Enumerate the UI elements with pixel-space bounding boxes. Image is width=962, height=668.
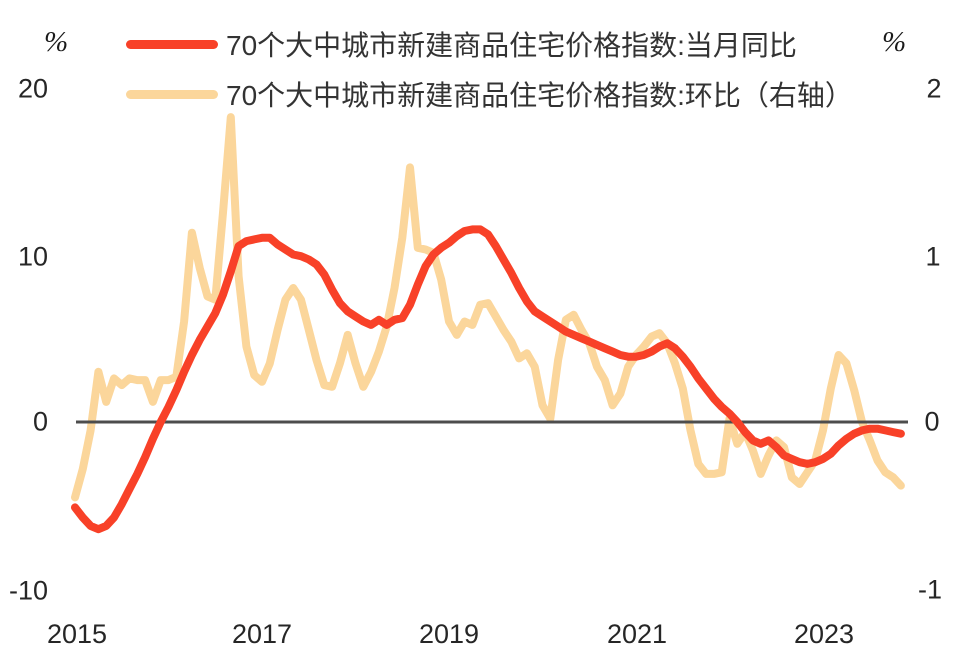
- mom-line-swatch-icon: [126, 89, 218, 99]
- left-tick-20: 20: [17, 73, 48, 104]
- right-tick-2: 2: [926, 73, 942, 104]
- right-axis-unit-label: %: [882, 26, 907, 58]
- legend-label-yoy: 70个大中城市新建商品住宅价格指数:当月同比: [226, 30, 797, 61]
- x-tick-2017: 2017: [231, 619, 293, 649]
- yoy-line-swatch-icon: [126, 39, 218, 49]
- left-tick-0: 0: [32, 406, 48, 437]
- left-axis-unit-label: %: [44, 26, 69, 58]
- mom-series-line: [71, 113, 905, 502]
- right-tick-neg1: -1: [917, 574, 943, 605]
- x-tick-2023: 2023: [793, 619, 855, 649]
- right-tick-0: 0: [924, 406, 940, 437]
- x-tick-2015: 2015: [46, 619, 108, 649]
- left-tick-10: 10: [17, 241, 48, 272]
- legend-label-mom: 70个大中城市新建商品住宅价格指数:环比（右轴）: [226, 80, 853, 111]
- yoy-series-line: [71, 225, 905, 534]
- right-tick-1: 1: [925, 241, 941, 272]
- x-tick-2021: 2021: [606, 619, 668, 649]
- left-tick-neg10: -10: [8, 575, 48, 606]
- legend-item-mom: 70个大中城市新建商品住宅价格指数:环比（右轴）: [126, 74, 853, 114]
- x-tick-2019: 2019: [418, 619, 480, 649]
- legend-item-yoy: 70个大中城市新建商品住宅价格指数:当月同比: [126, 24, 797, 64]
